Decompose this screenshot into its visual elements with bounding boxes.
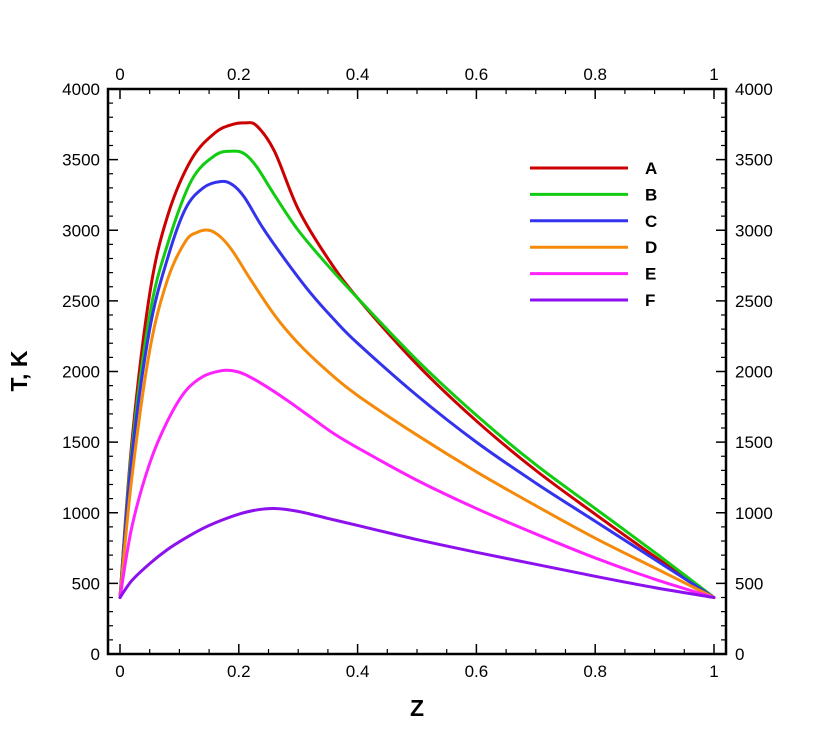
- series-line-e: [118, 368, 716, 599]
- legend-label-c: C: [645, 212, 657, 231]
- y-tick-label-right: 2000: [735, 363, 773, 382]
- legend-label-b: B: [645, 185, 657, 204]
- x-tick-label-top: 0.6: [465, 65, 489, 84]
- series-line-d: [118, 228, 716, 599]
- y-tick-label-right: 4000: [735, 80, 773, 99]
- legend-label-d: D: [645, 238, 657, 257]
- y-tick-label-left: 4000: [62, 80, 100, 99]
- x-tick-label-top: 0: [115, 65, 124, 84]
- y-tick-label-right: 1000: [735, 504, 773, 523]
- series-line-c: [118, 179, 716, 599]
- y-tick-label-right: 2500: [735, 292, 773, 311]
- x-tick-label-bottom: 1: [709, 662, 718, 681]
- y-tick-label-left: 1000: [62, 504, 100, 523]
- y-tick-label-left: 0: [91, 645, 100, 664]
- x-tick-label-top: 1: [709, 65, 718, 84]
- x-tick-label-top: 0.2: [227, 65, 251, 84]
- x-tick-label-bottom: 0.2: [227, 662, 251, 681]
- y-tick-label-left: 500: [72, 574, 100, 593]
- x-tick-label-top: 0.4: [346, 65, 370, 84]
- y-tick-label-left: 2000: [62, 363, 100, 382]
- y-tick-label-right: 500: [735, 574, 763, 593]
- series-line-f: [118, 506, 716, 599]
- x-tick-label-bottom: 0.8: [583, 662, 607, 681]
- y-axis-label: T, K: [6, 350, 32, 391]
- major-ticks: [108, 88, 726, 655]
- minor-ticks: [108, 89, 726, 654]
- x-axis-label: Z: [410, 695, 424, 721]
- x-tick-label-top: 0.8: [583, 65, 607, 84]
- y-tick-label-right: 1500: [735, 433, 773, 452]
- series-line-a: [118, 121, 716, 599]
- x-tick-label-bottom: 0.4: [346, 662, 370, 681]
- y-tick-label-right: 3500: [735, 151, 773, 170]
- x-tick-label-bottom: 0.6: [465, 662, 489, 681]
- y-tick-label-left: 3000: [62, 221, 100, 240]
- y-tick-label-left: 1500: [62, 433, 100, 452]
- y-tick-label-left: 3500: [62, 151, 100, 170]
- y-tick-label-right: 0: [735, 645, 744, 664]
- legend-label-e: E: [645, 265, 656, 284]
- x-tick-label-bottom: 0: [115, 662, 124, 681]
- y-tick-label-right: 3000: [735, 221, 773, 240]
- plot-frame: [106, 87, 728, 656]
- series-line-b: [118, 149, 716, 599]
- legend-label-f: F: [645, 291, 655, 310]
- legend-label-a: A: [645, 159, 657, 178]
- series-group: [118, 121, 716, 599]
- y-tick-label-left: 2500: [62, 292, 100, 311]
